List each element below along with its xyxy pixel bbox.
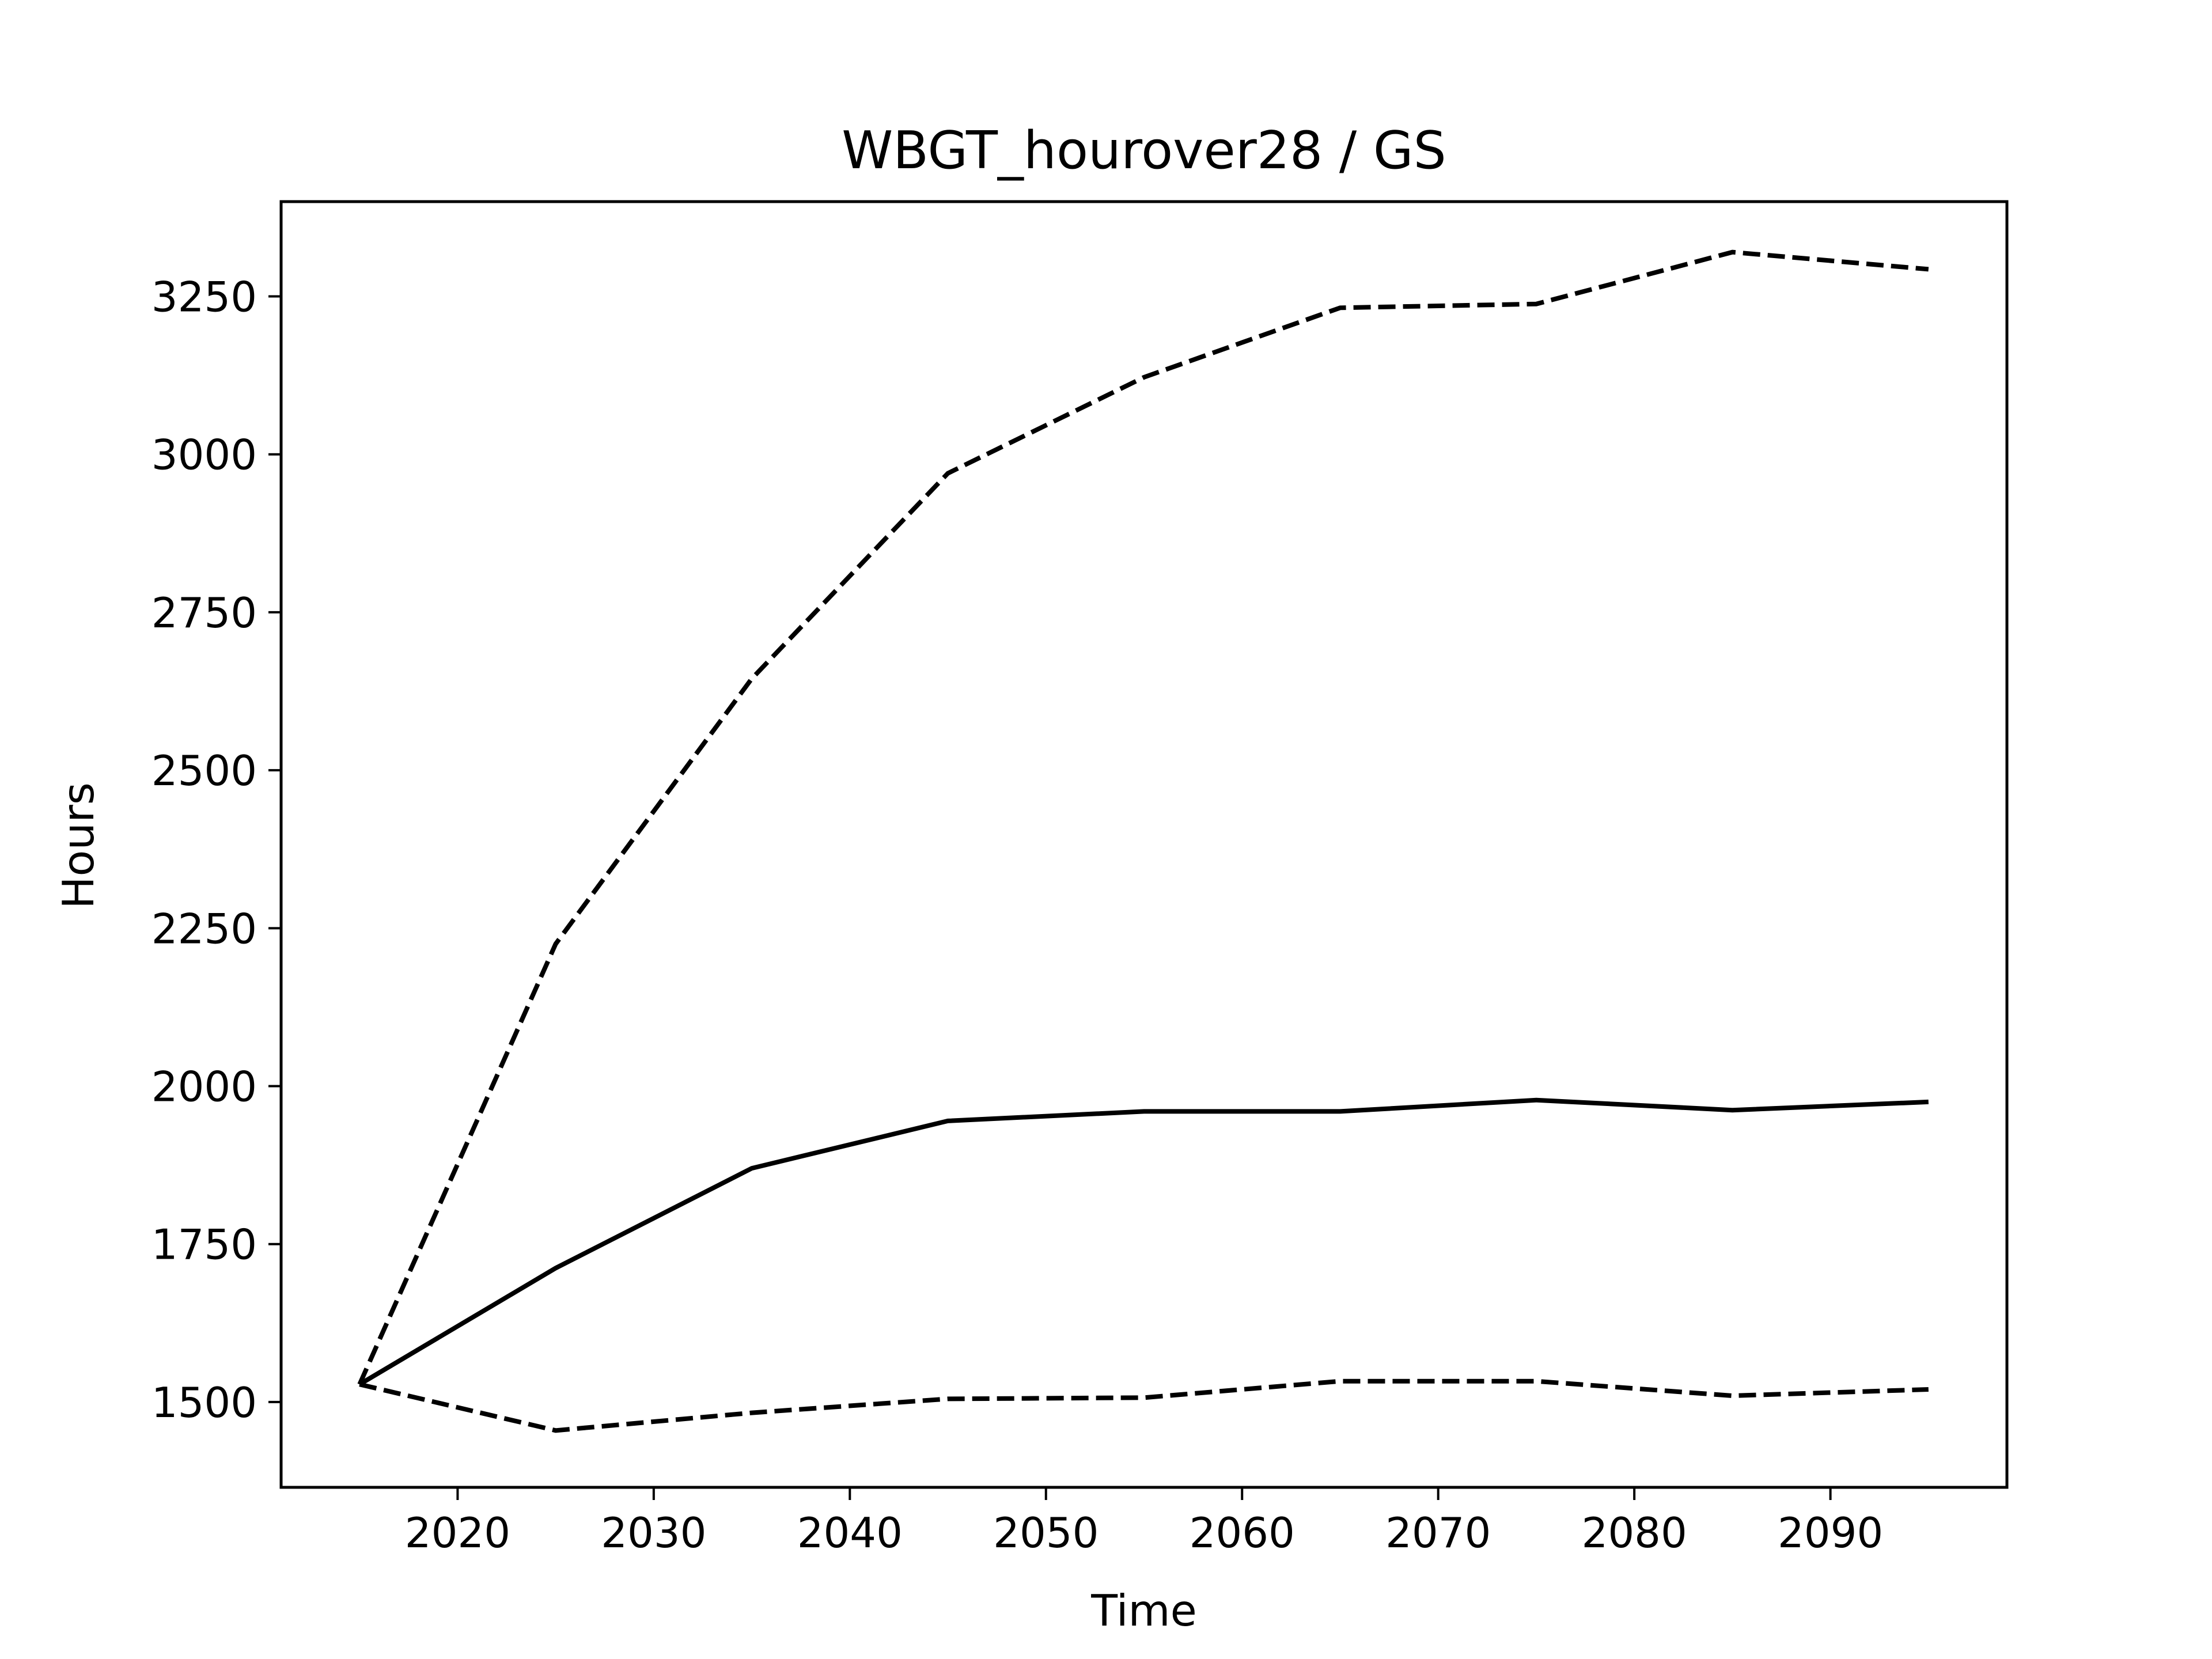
y-tick-label: 2750 — [151, 589, 257, 637]
x-tick-label: 2070 — [1385, 1509, 1491, 1557]
y-axis-label: Hours — [53, 782, 104, 909]
x-tick-label: 2040 — [797, 1509, 903, 1557]
median-series-line — [358, 1097, 1929, 1387]
y-tick-label: 3000 — [151, 431, 257, 479]
upper-bound-series-line — [357, 249, 1929, 1385]
series-layer — [357, 249, 1929, 1433]
x-tick-label: 2060 — [1190, 1509, 1295, 1557]
axes-layer: 2020 2030 2040 2050 2060 2070 2080 2090 1500 1750… — [151, 273, 1883, 1557]
y-tick-label: 2500 — [151, 747, 257, 795]
x-tick-label: 2020 — [405, 1509, 510, 1557]
y-tick-label: 1500 — [151, 1378, 257, 1427]
plot-frame — [279, 200, 2009, 1489]
y-tick-label: 3250 — [151, 273, 257, 321]
y-tick-label: 2250 — [151, 904, 257, 953]
x-tick-label: 2030 — [601, 1509, 706, 1557]
chart-title: WBGT_hourover28 / GS — [842, 120, 1446, 181]
y-tick-label: 1750 — [151, 1221, 257, 1269]
lower-bound-series-line — [359, 1378, 1929, 1433]
x-tick-label: 2050 — [993, 1509, 1099, 1557]
x-tick-label: 2090 — [1778, 1509, 1883, 1557]
x-tick-label: 2080 — [1582, 1509, 1687, 1557]
x-axis-label: Time — [1090, 1585, 1197, 1636]
y-tick-label: 2000 — [151, 1063, 257, 1111]
